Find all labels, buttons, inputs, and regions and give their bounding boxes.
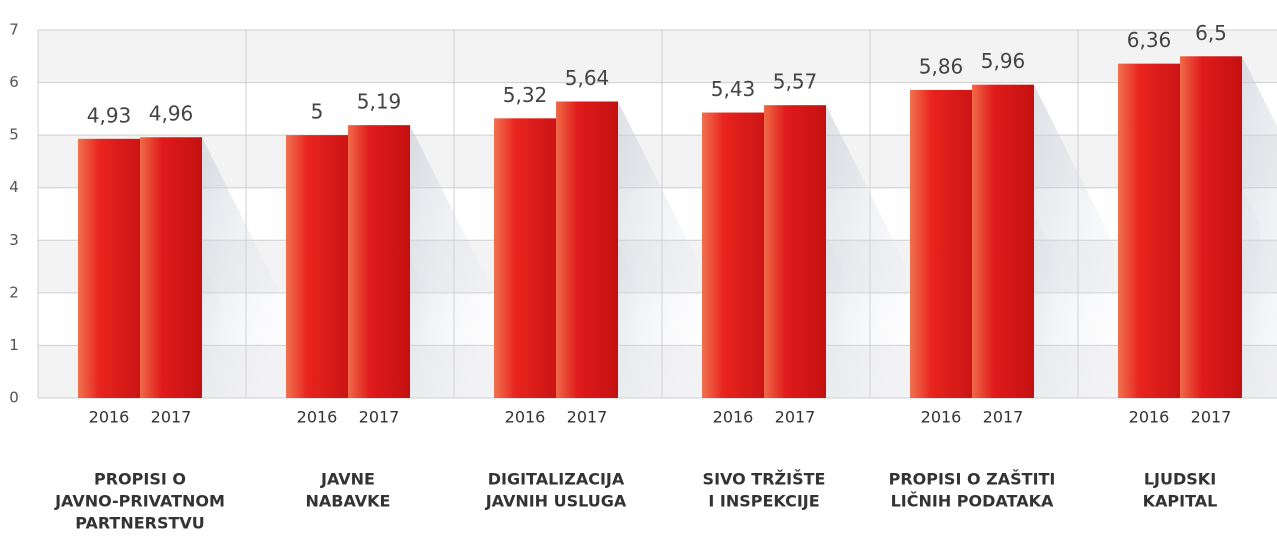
bar-shadow <box>1034 84 1114 398</box>
category-label: PROPISI O <box>94 470 186 489</box>
category-label: NABAVKE <box>306 492 391 511</box>
series-label: 2017 <box>1191 408 1232 427</box>
value-label: 5 <box>311 100 324 124</box>
category-label: I INSPEKCIJE <box>708 492 819 511</box>
series-label: 2016 <box>921 408 962 427</box>
series-label: 2016 <box>89 408 130 427</box>
value-label: 5,96 <box>981 49 1026 73</box>
grid-band <box>38 135 1277 188</box>
value-label: 6,5 <box>1195 21 1227 45</box>
value-label: 5,57 <box>773 70 818 94</box>
y-tick-label: 0 <box>9 389 19 407</box>
y-tick-label: 4 <box>9 178 19 196</box>
y-tick-label: 2 <box>9 283 19 301</box>
bar <box>702 112 764 398</box>
y-tick-label: 5 <box>9 126 19 144</box>
grid-band <box>38 30 1277 83</box>
bar-shadow <box>202 137 282 398</box>
bar <box>764 105 826 399</box>
value-label: 4,93 <box>87 103 132 127</box>
category-label: PARTNERSTVU <box>75 514 205 533</box>
series-label: 2016 <box>1129 408 1170 427</box>
category-label: JAVNIH USLUGA <box>485 492 627 511</box>
value-label: 5,19 <box>357 90 402 114</box>
series-label: 2017 <box>151 408 192 427</box>
category-label: KAPITAL <box>1143 492 1218 511</box>
value-label: 5,86 <box>919 54 964 78</box>
category-label: DIGITALIZACIJA <box>488 470 625 489</box>
bar-shadow <box>618 101 698 399</box>
category-label: LIČNIH PODATAKA <box>891 492 1054 511</box>
series-label: 2017 <box>359 408 400 427</box>
bar <box>78 138 140 398</box>
bar <box>910 89 972 398</box>
value-label: 4,96 <box>149 102 194 126</box>
bar <box>1118 63 1180 398</box>
series-label: 2016 <box>505 408 546 427</box>
bar-shadow <box>826 105 906 399</box>
series-label: 2017 <box>775 408 816 427</box>
category-label: LJUDSKI <box>1144 470 1216 489</box>
value-label: 5,32 <box>503 83 548 107</box>
bar-shadow <box>410 125 490 398</box>
bar <box>556 101 618 399</box>
series-label: 2017 <box>567 408 608 427</box>
bar <box>972 84 1034 398</box>
y-tick-label: 3 <box>9 231 19 249</box>
series-label: 2017 <box>983 408 1024 427</box>
category-label: PROPISI O ZAŠTITI <box>889 470 1056 489</box>
bar <box>1180 56 1242 399</box>
category-label: SIVO TRŽIŠTE <box>703 470 826 489</box>
bar <box>348 125 410 398</box>
value-label: 5,43 <box>711 77 756 101</box>
series-label: 2016 <box>713 408 754 427</box>
bar <box>286 135 348 398</box>
series-label: 2016 <box>297 408 338 427</box>
value-label: 5,64 <box>565 66 610 90</box>
value-label: 6,36 <box>1127 28 1172 52</box>
category-label: JAVNE <box>320 470 375 489</box>
bar <box>140 137 202 398</box>
bar-shadow <box>1242 56 1277 398</box>
y-tick-label: 6 <box>9 73 19 91</box>
bar <box>494 118 556 398</box>
y-tick-label: 1 <box>9 336 19 354</box>
category-label: JAVNO-PRIVATNOM <box>54 492 225 511</box>
y-tick-label: 7 <box>9 21 19 39</box>
